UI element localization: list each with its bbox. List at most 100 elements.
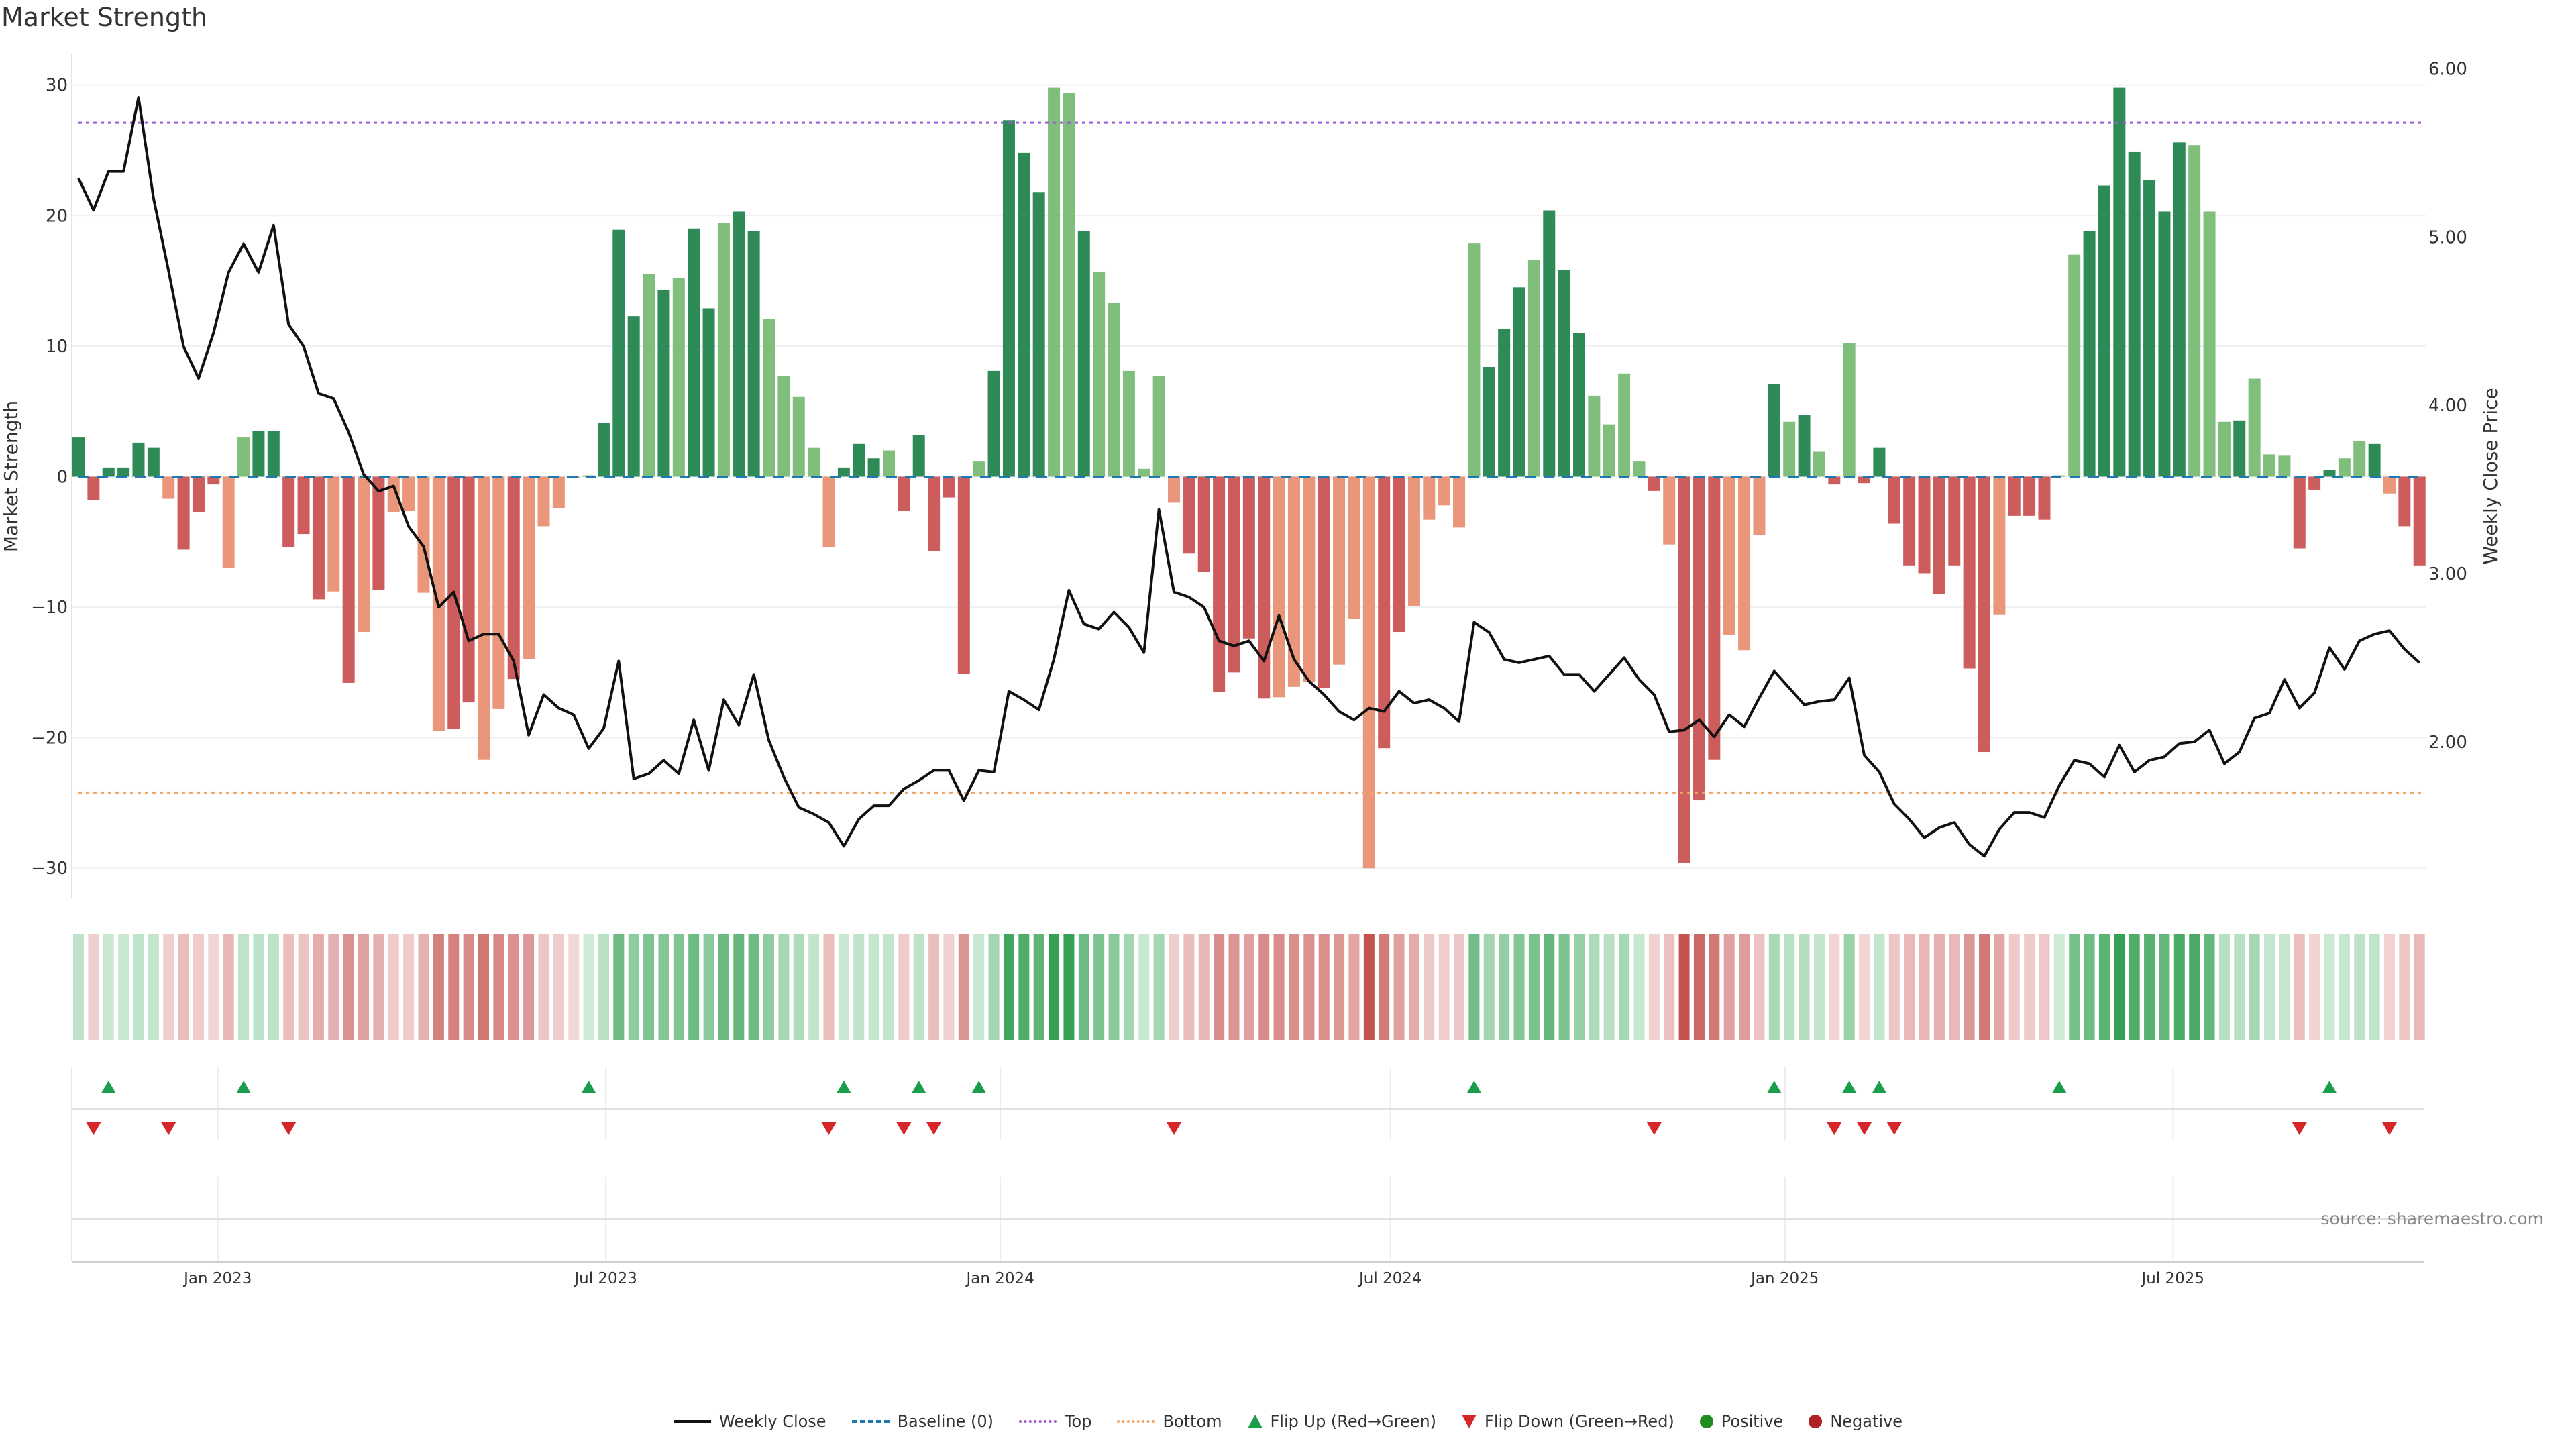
strip-cell <box>958 934 969 1040</box>
strength-bar <box>2188 145 2201 477</box>
y2-tick-label: 6.00 <box>2428 60 2467 80</box>
weekly-close-polyline <box>77 96 2421 858</box>
strength-bar <box>943 476 955 498</box>
strength-bar <box>1468 243 1481 477</box>
strip-cell <box>808 934 820 1040</box>
dashed-line-swatch-icon <box>851 1420 890 1423</box>
strength-bar <box>733 211 745 477</box>
strip-cell <box>1288 934 1299 1040</box>
strip-cell <box>1693 934 1705 1040</box>
y2-tick-label: 3.00 <box>2428 564 2467 584</box>
strip-cell <box>2324 934 2335 1040</box>
strength-bar <box>1407 476 1420 606</box>
strip-cell <box>2039 934 2050 1040</box>
legend-item-bottom[interactable]: Bottom <box>1117 1412 1222 1431</box>
flip-down-marker <box>2292 1122 2307 1135</box>
triangle-down-icon <box>1462 1415 1477 1428</box>
strip-cell <box>838 934 849 1040</box>
x-tick-label: Jul 2023 <box>573 1270 637 1287</box>
strip-cell <box>1049 934 1060 1040</box>
strength-bar <box>957 476 970 674</box>
strength-bar <box>2278 455 2291 477</box>
strength-bar <box>2203 211 2216 477</box>
strip-cell <box>2129 934 2140 1040</box>
flip-up-marker <box>1841 1081 1857 1093</box>
legend-item-baseline[interactable]: Baseline (0) <box>851 1412 994 1431</box>
strip-cell <box>778 934 790 1040</box>
strength-bar <box>1828 476 1841 485</box>
strip-cell <box>913 934 924 1040</box>
flip-up-marker <box>236 1081 252 1093</box>
strip-cell <box>1528 934 1540 1040</box>
strength-bar <box>477 476 490 760</box>
strip-cell <box>1619 934 1630 1040</box>
strength-bar <box>1438 476 1450 506</box>
strength-bar <box>2368 443 2381 477</box>
strip-cell <box>1273 934 1285 1040</box>
strip-cell <box>1108 934 1120 1040</box>
strip-cell <box>1589 934 1600 1040</box>
flip-down-marker <box>2381 1122 2397 1135</box>
legend-item-negative[interactable]: Negative <box>1809 1412 1902 1431</box>
legend-item-positive[interactable]: Positive <box>1699 1412 1783 1431</box>
strength-bar <box>612 229 625 477</box>
strength-bar <box>2308 476 2321 490</box>
strength-bar <box>2353 441 2366 477</box>
strip-cell <box>1784 934 1795 1040</box>
strength-bar <box>777 376 790 477</box>
strip-cell <box>388 934 399 1040</box>
strip-cell <box>2264 934 2275 1040</box>
strip-cell <box>928 934 940 1040</box>
strip-cell <box>2204 934 2215 1040</box>
strip-cell <box>1919 934 1930 1040</box>
dotted-line-swatch-icon <box>1117 1420 1155 1423</box>
strip-cell <box>973 934 985 1040</box>
legend-item-flip-up[interactable]: Flip Up (Red→Green) <box>1247 1412 1436 1431</box>
strip-cell <box>2279 934 2290 1040</box>
flip-signals <box>86 1081 2397 1135</box>
flip-down-marker <box>161 1122 176 1135</box>
strip-cell <box>553 934 564 1040</box>
strength-bar <box>2143 180 2156 477</box>
legend-item-top[interactable]: Top <box>1018 1412 1091 1431</box>
strength-bar <box>657 290 670 477</box>
strip-cell <box>2144 934 2155 1040</box>
strip-cell <box>418 934 429 1040</box>
strip-cell <box>373 934 384 1040</box>
strip-cell <box>2008 934 2020 1040</box>
strip-cell <box>703 934 714 1040</box>
strength-bar <box>853 443 865 477</box>
strip-cell <box>1483 934 1495 1040</box>
circle-icon <box>1809 1415 1823 1428</box>
flip-up-marker <box>1466 1081 1482 1093</box>
strip-cell <box>523 934 535 1040</box>
legend-item-close[interactable]: Weekly Close <box>673 1412 826 1431</box>
strip-cell <box>823 934 835 1040</box>
strength-bar <box>87 476 100 500</box>
strip-cell <box>118 934 129 1040</box>
strength-bar <box>1633 461 1646 477</box>
strength-bar <box>1498 329 1511 477</box>
strip-cell <box>1633 934 1645 1040</box>
strength-bar <box>1077 231 1090 477</box>
axis-labels: −30 −20 −10 0 10 20 30 2.00 3.00 4.00 5.00 6.00 Mark… <box>0 60 2502 1287</box>
strength-bar <box>1242 476 1255 639</box>
strip-cell <box>2024 934 2035 1040</box>
strip-cell <box>1138 934 1150 1040</box>
strength-bar <box>2083 231 2096 477</box>
legend-item-flip-down[interactable]: Flip Down (Green→Red) <box>1462 1412 1674 1431</box>
strength-bar <box>417 476 430 593</box>
strip-cell <box>88 934 99 1040</box>
strength-bar <box>1348 476 1360 619</box>
strength-bar <box>297 476 310 535</box>
strip-cell <box>463 934 474 1040</box>
strength-bar <box>837 467 850 477</box>
y-tick-label: 30 <box>46 76 68 96</box>
line-swatch-icon <box>673 1420 711 1423</box>
strip-cell <box>1904 934 1915 1040</box>
strength-bar <box>117 467 130 477</box>
strip-cell <box>2174 934 2185 1040</box>
strength-bar <box>1287 476 1300 687</box>
strip-cell <box>448 934 460 1040</box>
strip-cell <box>898 934 910 1040</box>
